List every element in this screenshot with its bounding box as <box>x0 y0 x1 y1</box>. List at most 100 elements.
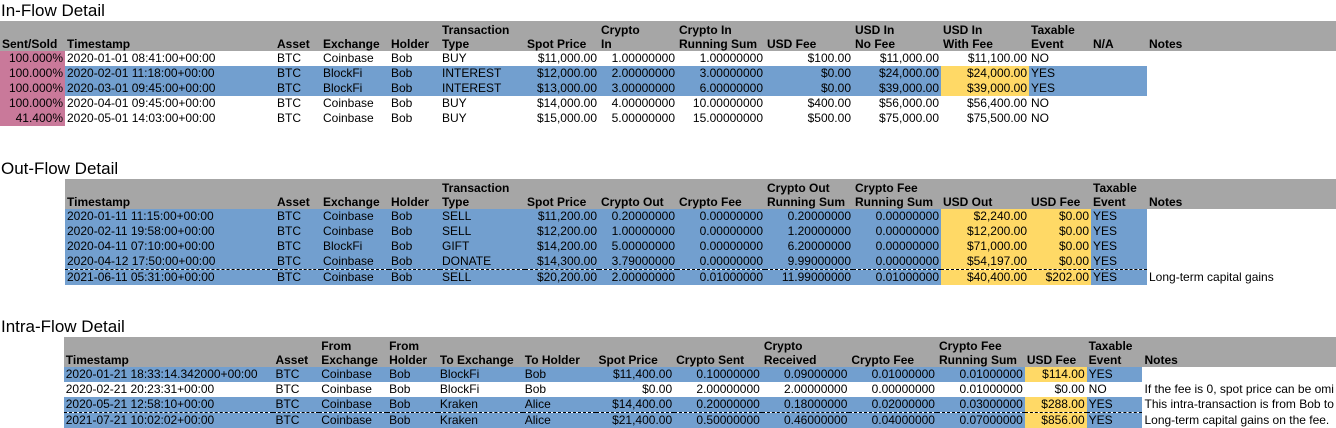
holder-cell[interactable]: Bob <box>389 51 440 66</box>
holder-cell[interactable]: Bob <box>389 254 440 270</box>
holder-cell[interactable]: Bob <box>389 111 440 126</box>
crypto-received-cell[interactable]: 0.46000000 <box>762 413 850 428</box>
taxable-cell[interactable]: YES <box>1087 413 1143 428</box>
timestamp-cell[interactable]: 2021-06-11 05:31:00+00:00 <box>65 270 275 286</box>
na-cell[interactable] <box>1091 66 1147 81</box>
timestamp-cell[interactable]: 2020-03-01 09:45:00+00:00 <box>65 81 275 96</box>
timestamp-cell[interactable]: 2021-07-21 10:02:02+00:00 <box>64 413 274 428</box>
timestamp-cell[interactable]: 2020-01-21 18:33:14.342000+00:00 <box>64 367 274 382</box>
usd-in-with-fee-cell[interactable]: $11,100.00 <box>941 51 1029 66</box>
usd-fee-cell[interactable]: $0.00 <box>765 66 853 81</box>
crypto-fee-running-cell[interactable]: 0.01000000 <box>853 270 941 286</box>
running-sum-cell[interactable]: 15.00000000 <box>677 111 765 126</box>
running-sum-cell[interactable]: 1.00000000 <box>677 51 765 66</box>
asset-cell[interactable]: BTC <box>275 224 321 239</box>
crypto-out-running-cell[interactable]: 6.20000000 <box>765 239 853 254</box>
notes-cell[interactable] <box>1147 209 1336 224</box>
exchange-cell[interactable]: BlockFi <box>321 81 389 96</box>
crypto-out-running-cell[interactable]: 9.99000000 <box>765 254 853 270</box>
timestamp-cell[interactable]: 2020-05-21 12:58:10+00:00 <box>64 397 274 413</box>
spot-price-cell[interactable]: $20,200.00 <box>525 270 599 286</box>
crypto-in-cell[interactable]: 2.00000000 <box>599 66 677 81</box>
type-cell[interactable]: SELL <box>440 224 525 239</box>
taxable-cell[interactable]: YES <box>1091 224 1147 239</box>
taxable-cell[interactable]: YES <box>1087 367 1143 382</box>
notes-cell[interactable] <box>1142 367 1336 382</box>
taxable-cell[interactable]: YES <box>1087 397 1143 413</box>
crypto-fee-running-cell[interactable]: 0.00000000 <box>853 209 941 224</box>
exchange-cell[interactable]: Coinbase <box>321 209 389 224</box>
asset-cell[interactable]: BTC <box>275 66 321 81</box>
holder-cell[interactable]: Bob <box>389 81 440 96</box>
timestamp-cell[interactable]: 2020-05-01 14:03:00+00:00 <box>65 111 275 126</box>
sent-sold-cell[interactable]: 100.000% <box>0 51 65 66</box>
taxable-cell[interactable]: NO <box>1087 382 1143 397</box>
usd-fee-cell[interactable]: $100.00 <box>765 51 853 66</box>
spot-price-cell[interactable]: $14,000.00 <box>525 96 599 111</box>
crypto-fee-cell[interactable]: 0.00000000 <box>677 254 765 270</box>
holder-cell[interactable]: Bob <box>389 66 440 81</box>
asset-cell[interactable]: BTC <box>275 51 321 66</box>
na-cell[interactable] <box>1091 51 1147 66</box>
type-cell[interactable]: SELL <box>440 209 525 224</box>
exchange-cell[interactable]: BlockFi <box>321 239 389 254</box>
from-exchange-cell[interactable]: Coinbase <box>319 397 387 413</box>
notes-cell[interactable]: Long-term capital gains on the fee. <box>1142 413 1336 428</box>
spot-price-cell[interactable]: $21,400.00 <box>596 413 674 428</box>
crypto-in-cell[interactable]: 3.00000000 <box>599 81 677 96</box>
spot-price-cell[interactable]: $12,000.00 <box>525 66 599 81</box>
exchange-cell[interactable]: BlockFi <box>321 66 389 81</box>
taxable-cell[interactable]: YES <box>1091 209 1147 224</box>
usd-in-no-fee-cell[interactable]: $56,000.00 <box>853 96 941 111</box>
to-holder-cell[interactable]: Alice <box>523 397 597 413</box>
crypto-fee-cell[interactable]: 0.04000000 <box>849 413 937 428</box>
holder-cell[interactable]: Bob <box>389 209 440 224</box>
asset-cell[interactable]: BTC <box>273 382 319 397</box>
crypto-fee-cell[interactable]: 0.00000000 <box>677 209 765 224</box>
notes-cell[interactable] <box>1147 224 1336 239</box>
crypto-fee-running-cell[interactable]: 0.00000000 <box>853 254 941 270</box>
exchange-cell[interactable]: Coinbase <box>321 111 389 126</box>
crypto-fee-running-cell[interactable]: 0.07000000 <box>937 413 1025 428</box>
crypto-out-running-cell[interactable]: 11.99000000 <box>765 270 853 286</box>
crypto-out-cell[interactable]: 0.20000000 <box>599 209 677 224</box>
usd-in-no-fee-cell[interactable]: $75,000.00 <box>853 111 941 126</box>
crypto-fee-cell[interactable]: 0.00000000 <box>849 382 937 397</box>
timestamp-cell[interactable]: 2020-04-12 17:50:00+00:00 <box>65 254 275 270</box>
sent-sold-cell[interactable]: 41.400% <box>0 111 65 126</box>
taxable-cell[interactable]: YES <box>1091 270 1147 286</box>
crypto-received-cell[interactable]: 0.09000000 <box>762 367 850 382</box>
to-holder-cell[interactable]: Bob <box>523 367 597 382</box>
crypto-out-cell[interactable]: 5.00000000 <box>599 239 677 254</box>
usd-fee-cell[interactable]: $0.00 <box>765 81 853 96</box>
type-cell[interactable]: INTEREST <box>440 81 525 96</box>
crypto-fee-cell[interactable]: 0.01000000 <box>849 367 937 382</box>
usd-fee-cell[interactable]: $500.00 <box>765 111 853 126</box>
crypto-out-running-cell[interactable]: 0.20000000 <box>765 209 853 224</box>
timestamp-cell[interactable]: 2020-01-01 08:41:00+00:00 <box>65 51 275 66</box>
crypto-out-cell[interactable]: 1.00000000 <box>599 224 677 239</box>
na-cell[interactable] <box>1091 111 1147 126</box>
asset-cell[interactable]: BTC <box>275 270 321 286</box>
taxable-cell[interactable]: NO <box>1029 96 1091 111</box>
sent-sold-cell[interactable]: 100.000% <box>0 81 65 96</box>
taxable-cell[interactable]: YES <box>1091 239 1147 254</box>
usd-out-cell[interactable]: $12,200.00 <box>941 224 1029 239</box>
usd-in-with-fee-cell[interactable]: $56,400.00 <box>941 96 1029 111</box>
spot-price-cell[interactable]: $0.00 <box>596 382 674 397</box>
to-exchange-cell[interactable]: BlockFi <box>438 367 523 382</box>
notes-cell[interactable] <box>1147 254 1336 270</box>
from-exchange-cell[interactable]: Coinbase <box>319 413 387 428</box>
type-cell[interactable]: BUY <box>440 111 525 126</box>
spot-price-cell[interactable]: $14,200.00 <box>525 239 599 254</box>
asset-cell[interactable]: BTC <box>273 413 319 428</box>
notes-cell[interactable] <box>1147 111 1336 126</box>
asset-cell[interactable]: BTC <box>275 111 321 126</box>
crypto-fee-running-cell[interactable]: 0.00000000 <box>853 239 941 254</box>
taxable-cell[interactable]: NO <box>1029 51 1091 66</box>
usd-in-no-fee-cell[interactable]: $11,000.00 <box>853 51 941 66</box>
timestamp-cell[interactable]: 2020-04-11 07:10:00+00:00 <box>65 239 275 254</box>
crypto-received-cell[interactable]: 2.00000000 <box>762 382 850 397</box>
timestamp-cell[interactable]: 2020-02-11 19:58:00+00:00 <box>65 224 275 239</box>
timestamp-cell[interactable]: 2020-04-01 09:45:00+00:00 <box>65 96 275 111</box>
